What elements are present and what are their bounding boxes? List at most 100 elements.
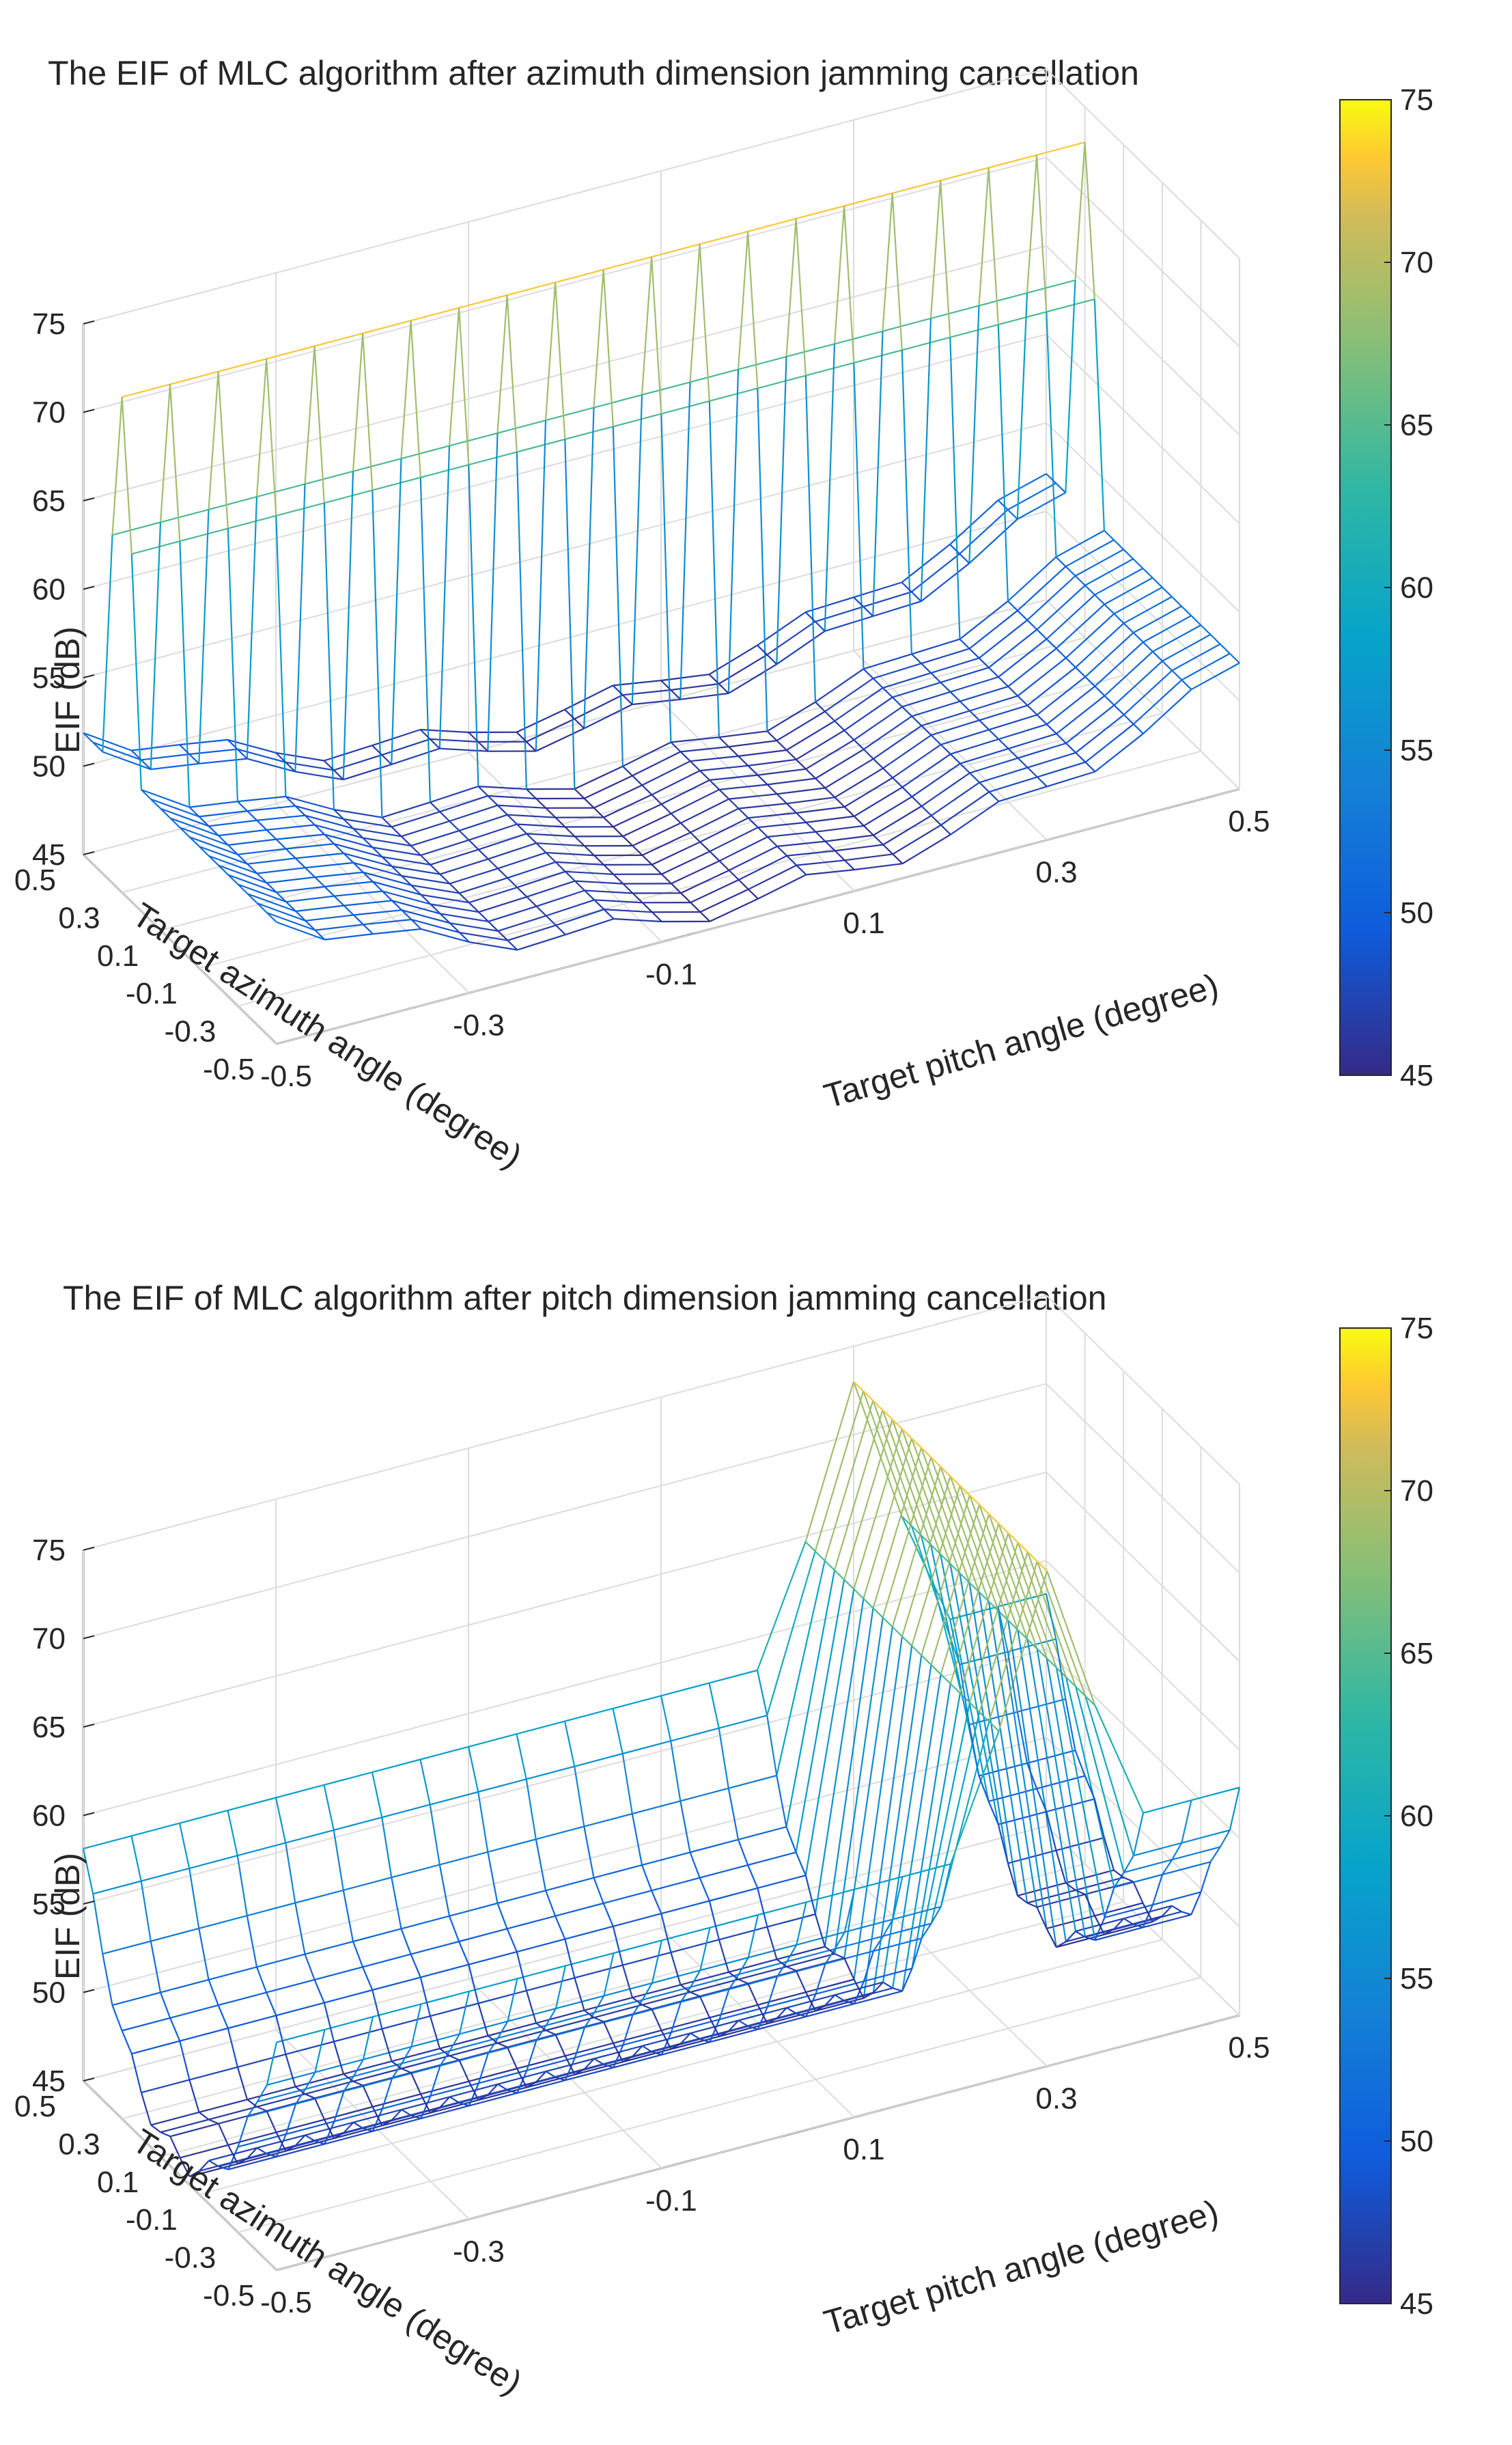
mesh-line	[1153, 1875, 1162, 1905]
mesh-line	[835, 1995, 845, 2001]
mesh-line	[1192, 663, 1240, 690]
mesh-line	[719, 1989, 729, 2019]
mesh-line	[806, 1875, 815, 1914]
mesh-line	[180, 1810, 228, 1823]
mesh-line	[430, 1792, 479, 1805]
mesh-line	[277, 2134, 286, 2157]
mesh-line	[912, 1646, 921, 1655]
mesh-line	[864, 797, 912, 826]
mesh-line	[296, 906, 344, 911]
mesh-line	[835, 1570, 844, 1579]
mesh-line	[729, 1972, 738, 1980]
mesh-line	[989, 630, 1037, 668]
chart-pitch: The EIF of MLC algorithm after pitch dim…	[14, 1279, 1433, 2402]
mesh-line	[1115, 705, 1124, 715]
mesh-line	[1027, 155, 1037, 293]
mesh-line	[430, 1805, 440, 1865]
mesh-line	[893, 854, 902, 864]
mesh-line	[594, 2059, 604, 2065]
mesh-line	[527, 1991, 536, 2023]
mesh-line	[430, 2066, 440, 2096]
mesh-line	[1037, 715, 1047, 724]
mesh-line	[440, 796, 488, 812]
mesh-line	[430, 739, 479, 742]
mesh-line	[893, 1988, 902, 1991]
y-tick-label: -0.5	[203, 1053, 255, 1086]
mesh-line	[652, 1890, 661, 1914]
mesh-line	[1153, 652, 1162, 661]
mesh-line	[662, 874, 671, 884]
mesh-line	[998, 474, 1047, 501]
mesh-line	[199, 510, 208, 764]
mesh-line	[498, 868, 507, 878]
mesh-line	[459, 308, 468, 465]
mesh-line	[1076, 576, 1085, 585]
grid-line	[1046, 69, 1240, 258]
mesh-line	[160, 1980, 209, 1993]
mesh-line	[1066, 658, 1076, 667]
mesh-line	[479, 850, 488, 859]
mesh-line	[690, 756, 738, 761]
z-tick-label: 70	[32, 1622, 66, 1656]
mesh-line	[1027, 576, 1076, 620]
mesh-line	[353, 458, 402, 471]
mesh-line	[488, 1852, 497, 1903]
mesh-line	[478, 2004, 488, 2036]
mesh-line	[459, 1942, 468, 1965]
mesh-line	[450, 868, 499, 883]
mesh-line	[276, 1785, 324, 1798]
mesh-line	[613, 804, 662, 827]
mesh-line	[950, 324, 998, 337]
mesh-line	[845, 778, 893, 807]
mesh-line	[825, 616, 873, 631]
mesh-line	[1143, 1905, 1153, 1927]
z-tick-label: 75	[32, 307, 66, 341]
mesh-line	[671, 1741, 680, 1801]
mesh-line	[498, 1890, 546, 1903]
mesh-line	[1066, 566, 1076, 576]
mesh-line	[151, 764, 199, 769]
mesh-line	[1172, 671, 1181, 680]
mesh-line	[151, 523, 160, 770]
mesh-line	[498, 916, 546, 931]
mesh-line	[883, 1983, 893, 1989]
mesh-line	[199, 1916, 247, 1929]
mesh-line	[324, 503, 334, 810]
mesh-line	[671, 1939, 719, 1952]
mesh-line	[613, 874, 623, 884]
mesh-line	[1066, 540, 1115, 566]
mesh-line	[835, 688, 883, 721]
mesh-line	[449, 308, 459, 446]
mesh-line	[989, 730, 998, 739]
y-tick-label: 0.1	[97, 939, 139, 973]
mesh-line	[652, 865, 662, 874]
mesh-line	[1115, 661, 1163, 706]
mesh-line	[854, 707, 903, 741]
mesh-line	[643, 902, 652, 912]
mesh-line	[170, 385, 180, 542]
mesh-line	[661, 1696, 671, 1741]
mesh-line	[189, 1855, 238, 1868]
mesh-line	[604, 818, 613, 827]
mesh-line	[719, 1939, 729, 1972]
mesh-line	[796, 860, 845, 865]
mesh-line	[1172, 644, 1220, 671]
colorbar-tick-label: 75	[1400, 83, 1433, 117]
z-tick	[83, 764, 94, 766]
mesh-line	[700, 1996, 710, 2017]
mesh-line	[266, 830, 276, 840]
mesh-line	[459, 815, 507, 831]
mesh-line	[565, 872, 575, 881]
mesh-line	[903, 835, 951, 864]
mesh-line	[537, 891, 585, 907]
mesh-line	[468, 452, 517, 465]
mesh-line	[1124, 1918, 1134, 1924]
mesh-line	[488, 907, 537, 922]
mesh-line	[700, 1865, 748, 1878]
mesh-line	[604, 1890, 652, 1903]
mesh-line	[1046, 299, 1095, 312]
mesh-line	[806, 740, 854, 769]
mesh-line	[565, 2058, 575, 2080]
mesh-line	[661, 1914, 671, 1952]
mesh-line	[585, 776, 633, 799]
